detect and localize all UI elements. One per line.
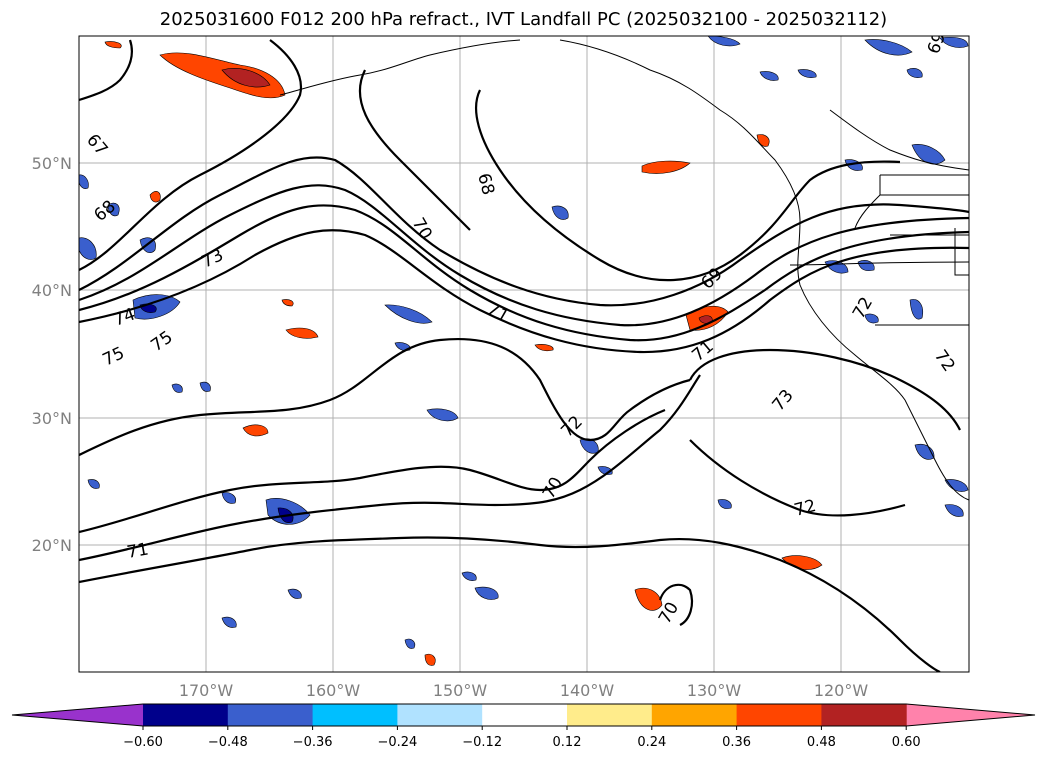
colorbar-tick-label: −0.48 bbox=[208, 735, 248, 750]
lat-label: 30°N bbox=[32, 409, 72, 428]
contour-label: 69 bbox=[924, 30, 950, 57]
colorbar-swatch bbox=[482, 704, 568, 726]
lon-label: 150°W bbox=[433, 681, 488, 700]
lon-label: 170°W bbox=[179, 681, 234, 700]
lon-label: 130°W bbox=[687, 681, 742, 700]
colorbar-tick-label: 0.36 bbox=[722, 735, 751, 750]
lon-label: 120°W bbox=[814, 681, 869, 700]
colorbar-swatch bbox=[143, 704, 229, 726]
longitude-labels: 170°W 160°W 150°W 140°W 130°W 120°W bbox=[179, 681, 869, 700]
lon-label: 140°W bbox=[560, 681, 615, 700]
colorbar: −0.60 −0.48 −0.36 −0.24 −0.12 0.12 0.24 0.36 0.4… bbox=[11, 703, 1036, 750]
plot-frame bbox=[78, 35, 970, 673]
refractivity-shading bbox=[79, 36, 969, 666]
lat-label: 50°N bbox=[32, 154, 72, 173]
lat-label: 40°N bbox=[32, 281, 72, 300]
colorbar-extend-high bbox=[906, 704, 1035, 726]
colorbar-tick-label: −0.60 bbox=[123, 735, 163, 750]
contour-label: 71 bbox=[125, 539, 150, 562]
colorbar-swatch bbox=[397, 704, 483, 726]
colorbar-swatch bbox=[227, 704, 314, 726]
plot-area bbox=[79, 36, 969, 672]
colorbar-tick-label: −0.12 bbox=[462, 735, 502, 750]
coastline bbox=[279, 39, 969, 501]
colorbar-swatch bbox=[567, 704, 653, 726]
refractivity-contours bbox=[79, 39, 969, 672]
colorbar-swatch bbox=[736, 704, 822, 726]
lat-label: 20°N bbox=[32, 536, 72, 555]
map-title: 2025031600 F012 200 hPa refract., IVT La… bbox=[159, 9, 888, 30]
colorbar-tick-label: 0.24 bbox=[637, 735, 666, 750]
lon-label: 160°W bbox=[306, 681, 361, 700]
colorbar-tick-label: 0.48 bbox=[807, 735, 836, 750]
colorbar-tick-label: −0.24 bbox=[377, 735, 417, 750]
colorbar-swatch bbox=[312, 704, 398, 726]
colorbar-tick-label: 0.12 bbox=[553, 735, 582, 750]
colorbar-swatch bbox=[651, 704, 738, 726]
latitude-labels: 50°N 40°N 30°N 20°N bbox=[32, 154, 72, 555]
colorbar-tick-label: 0.60 bbox=[892, 735, 921, 750]
colorbar-tick-label: −0.36 bbox=[293, 735, 333, 750]
colorbar-extend-low bbox=[12, 704, 143, 726]
colorbar-swatch bbox=[821, 704, 907, 726]
